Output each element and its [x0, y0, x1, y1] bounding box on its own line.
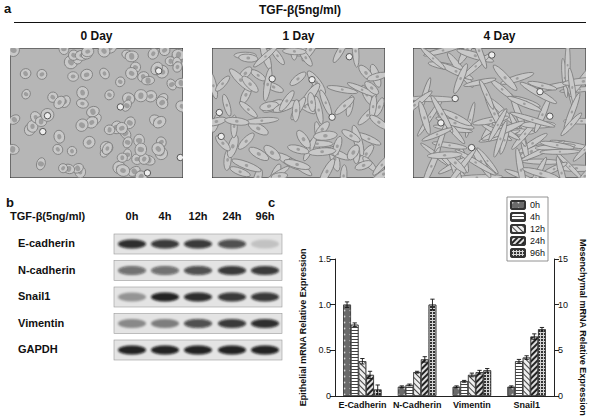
html-text:E-cadherin: E-cadherin — [18, 237, 75, 249]
svg-text:10: 10 — [558, 300, 568, 310]
svg-text:24h: 24h — [530, 236, 545, 246]
svg-text:E-Cadherin: E-Cadherin — [338, 400, 386, 410]
html-text:TGF-β(5ng/ml): TGF-β(5ng/ml) — [10, 210, 86, 222]
html-text:N-cadherin: N-cadherin — [18, 263, 76, 276]
svg-text:Epithelial mRNA Relative Expre: Epithelial mRNA Relative Expression — [298, 249, 308, 407]
svg-text:5: 5 — [558, 345, 563, 355]
html-text:24h: 24h — [222, 210, 242, 222]
svg-text:1.5: 1.5 — [318, 254, 331, 264]
svg-text:4h: 4h — [530, 212, 540, 222]
html-text:0h: 0h — [125, 210, 139, 222]
svg-text:96h: 96h — [530, 248, 545, 258]
html-text:Vimentin: Vimentin — [18, 316, 65, 329]
html-text:TGF-β(5ng/ml): TGF-β(5ng/ml) — [259, 3, 341, 17]
svg-text:0: 0 — [558, 391, 563, 401]
html-text:1 Day: 1 Day — [282, 29, 315, 43]
svg-text:1.0: 1.0 — [318, 300, 331, 310]
svg-text:0: 0 — [326, 391, 331, 401]
svg-text:Mesenchymal mRNA Relative Expr: Mesenchymal mRNA Relative Expression — [578, 239, 588, 416]
svg-text:Vimentin: Vimentin — [453, 400, 491, 410]
svg-text:0.5: 0.5 — [318, 345, 331, 355]
html-text:96h: 96h — [255, 210, 275, 222]
svg-text:12h: 12h — [530, 224, 545, 234]
html-text:0 Day: 0 Day — [80, 29, 113, 43]
html-text:c: c — [268, 195, 276, 210]
html-text:b: b — [6, 195, 14, 210]
html-text:4h: 4h — [158, 210, 172, 222]
html-text:GAPDH: GAPDH — [18, 343, 58, 355]
html-text:4 Day: 4 Day — [483, 29, 516, 43]
svg-text:Snail1: Snail1 — [513, 400, 540, 410]
html-text:a: a — [4, 1, 12, 16]
svg-text:N-Cadherin: N-Cadherin — [393, 400, 442, 410]
html-text:Snail1: Snail1 — [18, 290, 51, 302]
svg-text:0h: 0h — [530, 200, 540, 210]
svg-text:15: 15 — [558, 254, 568, 264]
html-text:12h: 12h — [188, 210, 208, 222]
